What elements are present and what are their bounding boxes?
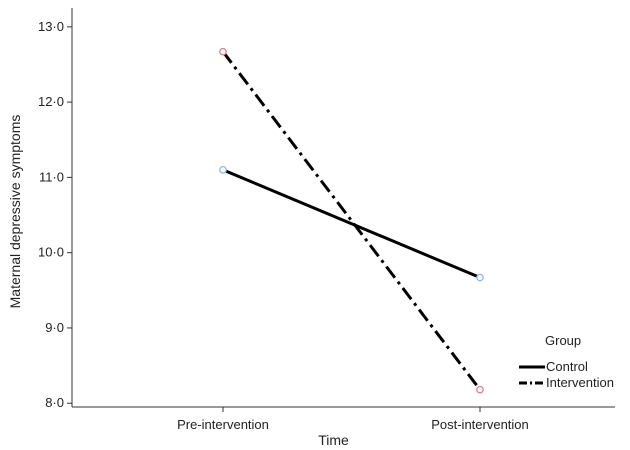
axes — [71, 8, 615, 408]
data-point-control — [476, 273, 484, 282]
data-point-control — [219, 166, 227, 174]
series-line-intervention — [221, 50, 482, 391]
data-point-intervention — [476, 385, 484, 394]
x-ticks: Pre-intervention Post-intervention — [177, 407, 529, 432]
legend-label-intervention: Intervention — [546, 375, 614, 390]
x-tick-label: Post-intervention — [431, 417, 529, 432]
y-tick-label: 12·0 — [38, 94, 64, 109]
x-tick-label: Pre-intervention — [177, 417, 269, 432]
y-tick-label: 10·0 — [38, 245, 64, 260]
legend-title: Group — [545, 333, 581, 348]
y-tick-label: 13·0 — [38, 19, 64, 34]
series-layer — [219, 47, 484, 394]
y-tick-label: 8·0 — [45, 395, 64, 410]
y-tick-label: 11·0 — [39, 169, 64, 184]
y-axis-title: Maternal depressive symptoms — [7, 115, 23, 309]
legend-label-control: Control — [546, 359, 588, 374]
y-ticks: 8·0 9·0 10·0 11·0 12·0 13·0 — [38, 19, 72, 410]
data-point-intervention — [219, 47, 227, 56]
x-axis-title: Time — [318, 432, 349, 448]
series-line-control — [222, 168, 481, 279]
y-tick-label: 9·0 — [45, 320, 64, 335]
